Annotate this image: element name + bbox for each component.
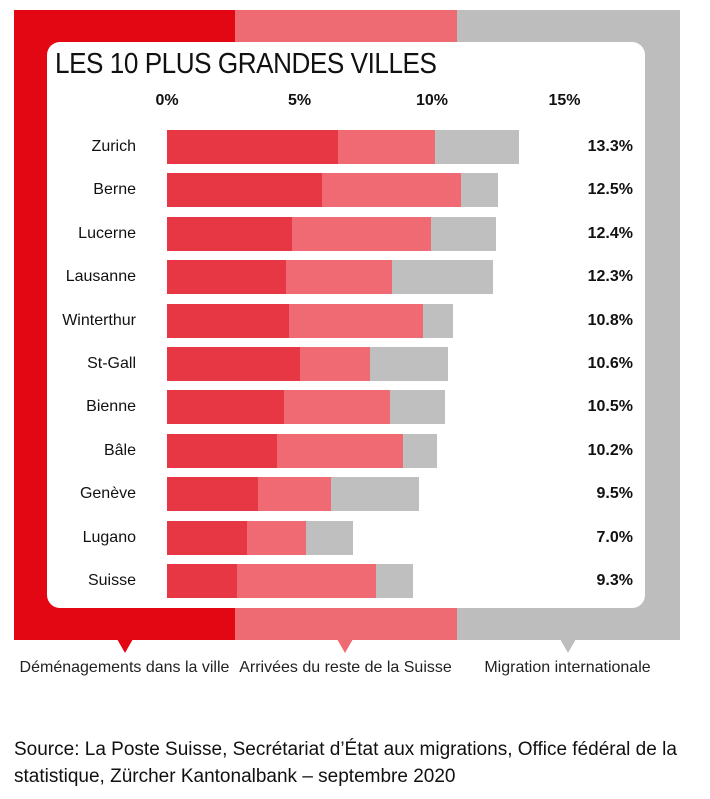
bar-segment-2 (299, 347, 370, 381)
bar-segment-3 (369, 347, 448, 381)
total-label: 12.4% (587, 224, 633, 242)
bar-segment-2 (337, 130, 435, 164)
bar-segment-2 (237, 564, 377, 598)
bar-segment-3 (331, 477, 419, 512)
bar-segment-3 (461, 173, 499, 208)
legend-pointer-3 (560, 639, 576, 653)
x-tick-label: 10% (415, 92, 449, 109)
bar-segment-2 (322, 173, 462, 208)
category-label: Genève (79, 485, 136, 503)
bar-segment-3 (430, 216, 496, 251)
total-label: 13.3% (587, 138, 633, 155)
x-tick-label: 0% (155, 92, 179, 109)
total-label: 9.5% (596, 485, 633, 503)
bar-segment-2 (291, 216, 431, 251)
bar-segment-2 (283, 390, 390, 425)
bar-segment-2 (286, 260, 393, 295)
bar-segment-1 (167, 433, 277, 468)
legend-pointer-2 (337, 639, 353, 653)
bar-segment-1 (167, 520, 247, 555)
bar-segment-1 (167, 347, 300, 381)
legend-item-rest-of-switzerland: Arrivées du reste de la Suisse (239, 659, 452, 676)
total-label: 12.5% (587, 181, 633, 199)
bar-segment-3 (376, 564, 414, 598)
x-tick-label: 15% (548, 92, 581, 109)
total-label: 12.3% (587, 268, 633, 286)
bar-segment-1 (167, 173, 323, 208)
total-label: 10.8% (587, 311, 633, 329)
category-label: Berne (93, 181, 136, 199)
bar-segment-1 (167, 303, 289, 338)
legend-item-international-migration: Migration internationale (484, 659, 651, 676)
bar-segment-1 (167, 564, 238, 598)
category-label: Lucerne (78, 224, 136, 242)
total-label: 10.5% (587, 398, 633, 416)
category-label: Bâle (103, 441, 136, 459)
source-note: Source: La Poste Suisse, Secrétariat d’É… (14, 739, 677, 787)
category-label: Lausanne (65, 268, 136, 286)
bar-segment-1 (167, 260, 287, 295)
bar-segment-2 (288, 303, 423, 338)
bar-segment-3 (422, 303, 454, 338)
bar-segment-2 (258, 477, 332, 512)
bar-segment-2 (246, 520, 307, 555)
total-label: 10.2% (587, 441, 633, 459)
bar-segment-1 (167, 216, 292, 251)
category-label: Suisse (87, 572, 136, 589)
total-label: 10.6% (587, 355, 633, 372)
category-label: Lugano (82, 528, 136, 546)
legend-item-city-moves: Déménagements dans la ville (19, 659, 230, 676)
bar-segment-2 (276, 433, 403, 468)
bar-segment-3 (392, 260, 493, 295)
total-label: 9.3% (596, 572, 633, 589)
bar-segment-3 (434, 130, 520, 164)
bar-segment-3 (389, 390, 446, 425)
legend-pointer-1 (117, 639, 133, 653)
category-label: Zurich (91, 138, 136, 155)
bar-segment-1 (167, 390, 284, 425)
bar-segment-3 (402, 433, 438, 468)
total-label: 7.0% (596, 528, 633, 546)
category-label: Bienne (86, 398, 136, 416)
category-label: St-Gall (87, 355, 136, 372)
category-label: Winterthur (62, 311, 136, 329)
x-tick-label: 5% (287, 92, 312, 109)
bar-segment-3 (306, 520, 353, 555)
chart-title: LES 10 PLUS GRANDES VILLES (55, 48, 437, 80)
bar-segment-1 (167, 477, 259, 512)
bar-segment-1 (167, 130, 338, 164)
